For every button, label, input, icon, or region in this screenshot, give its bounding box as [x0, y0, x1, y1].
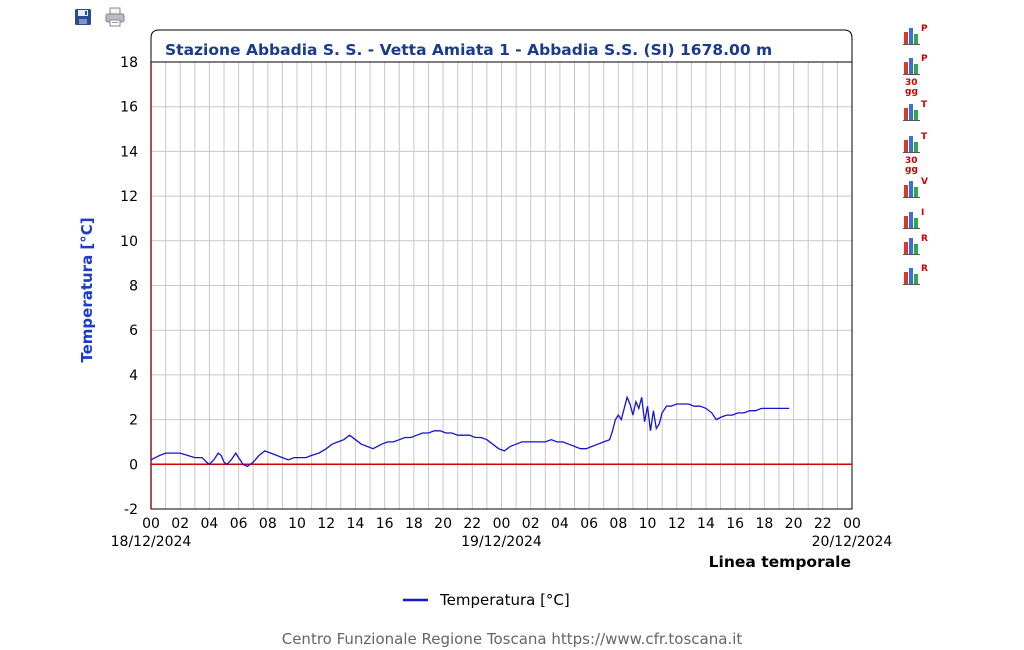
x-tick-label: 12 — [668, 516, 686, 532]
bar-chart-icon[interactable]: R — [900, 232, 934, 262]
x-tick-label: 14 — [697, 516, 715, 532]
x-tick-label: 16 — [376, 516, 394, 532]
x-tick-label: 04 — [201, 516, 219, 532]
x-tick-label: 10 — [639, 516, 657, 532]
x-tick-label: 00 — [142, 516, 160, 532]
x-tick-label: 18 — [405, 516, 423, 532]
y-tick-label: -2 — [124, 502, 138, 518]
y-tick-label: 14 — [120, 144, 138, 160]
y-tick-label: 12 — [120, 189, 138, 205]
x-tick-label: 22 — [814, 516, 832, 532]
svg-text:P: P — [921, 54, 928, 64]
printer-icon[interactable] — [104, 6, 126, 28]
x-tick-label: 16 — [726, 516, 744, 532]
y-tick-label: 10 — [120, 234, 138, 250]
bar-chart-icon[interactable]: P 30 gg — [900, 52, 934, 98]
date-labels: 18/12/2024 19/12/2024 20/12/2024 — [111, 534, 893, 550]
bar-chart-icon[interactable]: V — [900, 175, 934, 205]
bar-chart-icon[interactable]: R — [900, 262, 934, 292]
date-label: 18/12/2024 — [111, 534, 192, 550]
svg-text:30: 30 — [905, 156, 918, 166]
grid — [151, 62, 852, 509]
y-tick-label: 0 — [129, 457, 138, 473]
y-axis-label: Temperatura [°C] — [78, 217, 96, 362]
date-label: 20/12/2024 — [812, 534, 893, 550]
x-tick-labels: 00 02 04 06 08 10 12 14 16 18 20 22 00 02 04 06 08 10 12 14… — [142, 516, 861, 532]
x-tick-label: 00 — [493, 516, 511, 532]
svg-text:R: R — [921, 234, 928, 244]
footer-credit: Centro Funzionale Regione Toscana https:… — [281, 630, 743, 648]
bar-chart-icon[interactable]: T — [900, 98, 934, 128]
x-axis-label: Linea temporale — [709, 553, 851, 571]
x-tick-label: 18 — [755, 516, 773, 532]
x-tick-label: 00 — [843, 516, 861, 532]
y-tick-label: 6 — [129, 323, 138, 339]
series-line-temperatura — [150, 395, 790, 468]
svg-text:I: I — [921, 208, 924, 218]
y-tick-label: 2 — [129, 413, 138, 429]
x-tick-label: 06 — [580, 516, 598, 532]
x-tick-label: 22 — [463, 516, 481, 532]
x-tick-label: 08 — [609, 516, 627, 532]
bar-chart-icon[interactable]: T 30 gg — [900, 130, 934, 176]
x-tick-label: 06 — [230, 516, 248, 532]
legend-label: Temperatura [°C] — [439, 591, 570, 609]
x-tick-label: 10 — [288, 516, 306, 532]
floppy-disk-icon[interactable] — [74, 8, 92, 26]
svg-text:gg: gg — [905, 87, 918, 97]
y-tick-label: 18 — [120, 55, 138, 71]
chart-title-tab: Stazione Abbadia S. S. - Vetta Amiata 1 … — [150, 29, 853, 63]
x-tick-label: 02 — [171, 516, 189, 532]
svg-text:30: 30 — [905, 78, 918, 88]
bar-chart-icon[interactable]: I — [900, 206, 934, 236]
x-tick-label: 08 — [259, 516, 277, 532]
svg-text:P: P — [921, 24, 928, 34]
x-tick-label: 20 — [434, 516, 452, 532]
x-tick-label: 20 — [785, 516, 803, 532]
chart-title: Stazione Abbadia S. S. - Vetta Amiata 1 … — [165, 41, 772, 59]
legend: Temperatura [°C] — [403, 591, 570, 609]
svg-text:T: T — [921, 100, 928, 110]
temperature-chart: Stazione Abbadia S. S. - Vetta Amiata 1 … — [78, 29, 893, 609]
bar-chart-icon[interactable]: P — [900, 22, 934, 52]
date-label: 19/12/2024 — [461, 534, 542, 550]
svg-text:T: T — [921, 132, 928, 142]
y-tick-label: 8 — [129, 279, 138, 295]
y-tick-labels: -2 0 2 4 6 8 10 12 14 16 18 — [120, 55, 138, 518]
y-tick-label: 4 — [129, 368, 138, 384]
svg-text:R: R — [921, 264, 928, 274]
x-tick-label: 02 — [522, 516, 540, 532]
y-tick-label: 16 — [120, 100, 138, 116]
x-tick-label: 14 — [347, 516, 365, 532]
svg-text:gg: gg — [905, 165, 918, 175]
x-tick-label: 04 — [551, 516, 569, 532]
svg-text:V: V — [921, 177, 928, 187]
x-tick-label: 12 — [317, 516, 335, 532]
